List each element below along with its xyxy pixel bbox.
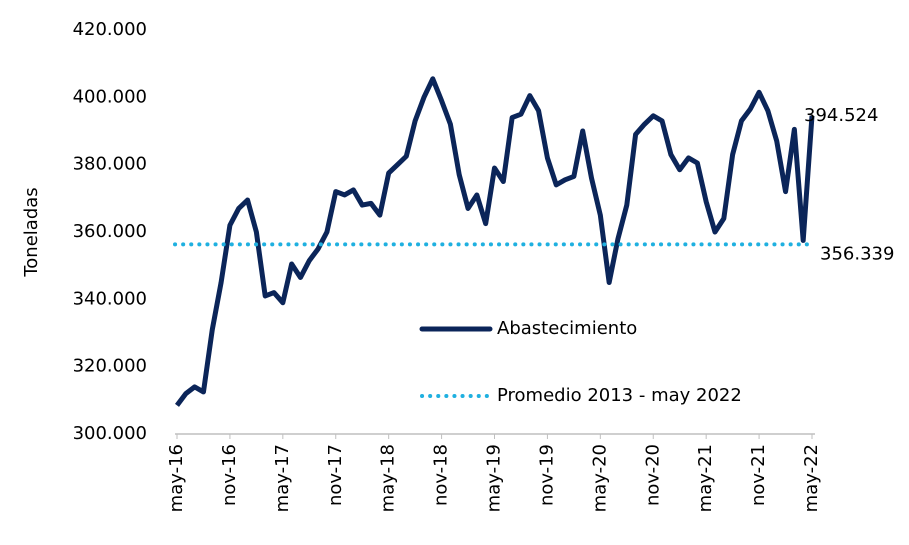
x-tick-label: may-20 bbox=[589, 444, 610, 512]
x-tick-label: may-19 bbox=[484, 444, 505, 512]
x-tick-label: may-17 bbox=[272, 444, 293, 512]
x-tick-label: nov-20 bbox=[642, 444, 663, 506]
data-label: 394.524 bbox=[804, 105, 878, 126]
x-tick-label: may-21 bbox=[695, 444, 716, 512]
y-tick-label: 380.000 bbox=[73, 154, 147, 175]
x-tick-label: nov-21 bbox=[748, 444, 769, 506]
y-tick-label: 400.000 bbox=[73, 86, 147, 107]
y-tick-label: 340.000 bbox=[73, 288, 147, 309]
y-axis-title: Toneladas bbox=[21, 187, 42, 277]
y-tick-label: 320.000 bbox=[73, 356, 147, 377]
legend-label: Abastecimiento bbox=[497, 318, 637, 339]
data-label: 356.339 bbox=[820, 243, 894, 264]
y-tick-label: 360.000 bbox=[73, 221, 147, 242]
x-tick-label: nov-16 bbox=[219, 444, 240, 506]
series-line bbox=[174, 76, 815, 407]
legend-label: Promedio 2013 - may 2022 bbox=[497, 385, 742, 406]
x-tick-label: may-22 bbox=[801, 444, 822, 512]
y-tick-label: 420.000 bbox=[73, 19, 147, 40]
x-tick-label: may-18 bbox=[378, 444, 399, 512]
x-tick-label: nov-18 bbox=[431, 444, 452, 506]
x-tick-label: nov-19 bbox=[536, 444, 557, 506]
y-tick-label: 300.000 bbox=[73, 423, 147, 444]
x-tick-label: nov-17 bbox=[325, 444, 346, 506]
x-tick-label: may-16 bbox=[166, 444, 187, 512]
